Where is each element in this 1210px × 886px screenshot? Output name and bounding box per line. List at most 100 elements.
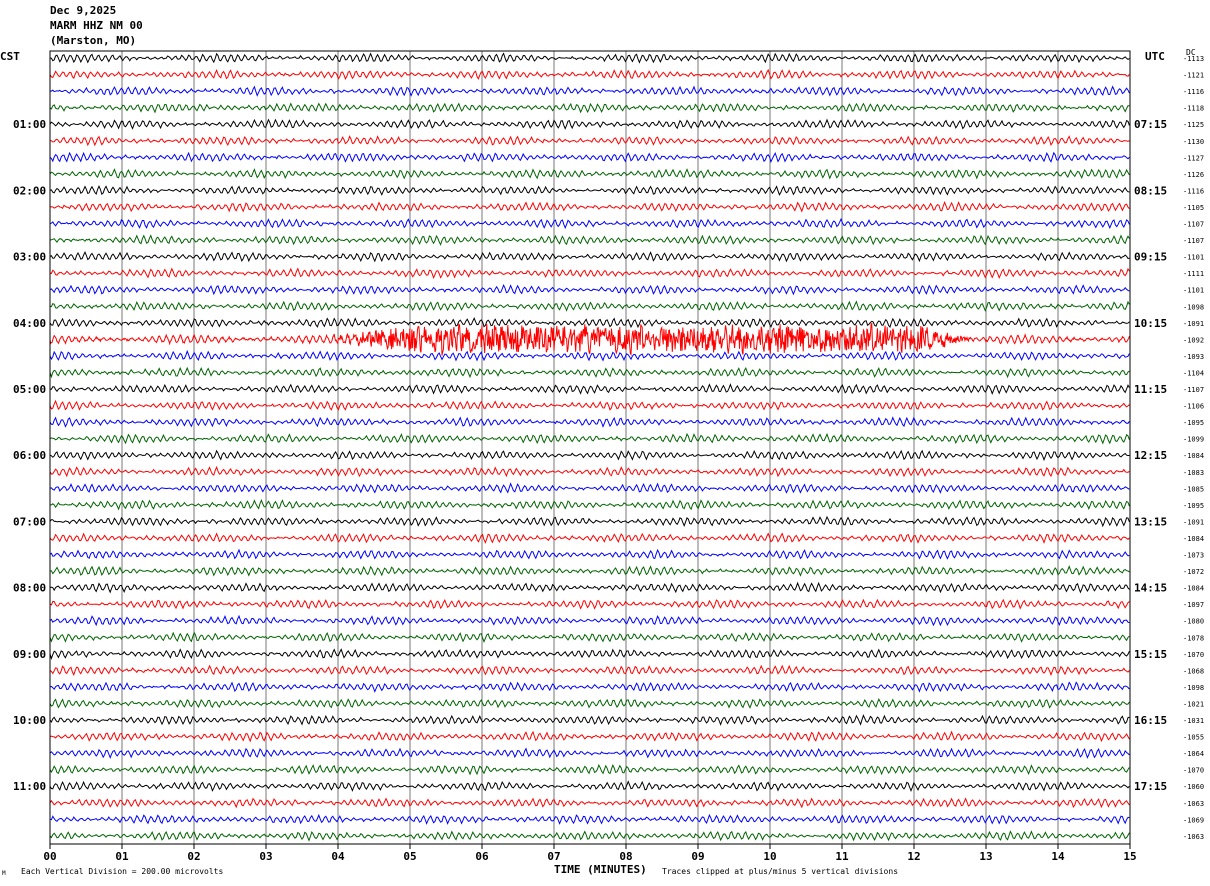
hour-label-left: 01:00 <box>13 118 46 131</box>
dc-offset-label: -1125 <box>1183 121 1204 129</box>
x-tick-label: 10 <box>763 850 776 863</box>
trace-line <box>49 532 1130 544</box>
trace-line <box>49 797 1130 809</box>
hour-label-left: 08:00 <box>13 582 46 595</box>
dc-offset-label: -1097 <box>1183 601 1204 609</box>
trace-line <box>49 399 1130 411</box>
dc-offset-label: -1080 <box>1183 618 1204 626</box>
dc-offset-label: -1106 <box>1183 403 1204 411</box>
trace-line <box>49 681 1130 693</box>
trace-line <box>49 349 1130 362</box>
trace-line <box>49 151 1130 163</box>
dc-offset-label: -1060 <box>1183 783 1204 791</box>
trace-line <box>49 780 1130 793</box>
trace-line <box>49 52 1130 64</box>
trace-line <box>49 631 1130 643</box>
dc-offset-label: -1118 <box>1183 105 1204 113</box>
dc-offset-label: -1116 <box>1183 187 1204 195</box>
hour-label-right: 13:15 <box>1134 515 1167 528</box>
dc-offset-label: -1111 <box>1183 270 1204 278</box>
x-axis-title: TIME (MINUTES) <box>554 863 647 876</box>
trace-line <box>49 283 1130 296</box>
dc-offset-label: -1091 <box>1183 518 1204 526</box>
hour-label-right: 10:15 <box>1134 317 1167 330</box>
station-code: MARM HHZ NM 00 <box>50 19 143 32</box>
x-tick-label: 14 <box>1051 850 1065 863</box>
x-tick-label: 04 <box>331 850 345 863</box>
dc-offset-label: -1099 <box>1183 436 1204 444</box>
dc-offset-label: -1098 <box>1183 684 1204 692</box>
trace-line <box>49 102 1130 114</box>
trace-line <box>49 416 1130 428</box>
x-tick-label: 08 <box>619 850 632 863</box>
dc-offset-label: -1095 <box>1183 419 1204 427</box>
trace-line <box>49 118 1130 130</box>
x-tick-label: 11 <box>835 850 849 863</box>
dc-offset-label: -1084 <box>1183 452 1204 460</box>
trace-line <box>49 648 1130 660</box>
dc-offset-label: -1085 <box>1183 485 1204 493</box>
dc-offset-label: -1091 <box>1183 320 1204 328</box>
dc-offset-label: -1095 <box>1183 502 1204 510</box>
trace-line <box>49 548 1130 560</box>
plot-date: Dec 9,2025 <box>50 4 117 17</box>
trace-line <box>49 714 1130 726</box>
plot-frame <box>49 50 1131 849</box>
seismic-traces <box>49 52 1130 842</box>
trace-line <box>49 747 1130 759</box>
dc-offset-label: -1107 <box>1183 221 1204 229</box>
dc-offset-label: -1093 <box>1183 353 1204 361</box>
hour-label-left: 09:00 <box>13 648 46 661</box>
trace-line <box>49 698 1130 709</box>
dc-offset-label: -1092 <box>1183 336 1204 344</box>
trace-line <box>49 664 1130 677</box>
trace-line <box>49 813 1130 825</box>
hour-label-right: 15:15 <box>1134 648 1167 661</box>
trace-line <box>49 322 1130 356</box>
left-timezone-label: CST <box>0 50 20 63</box>
dc-offset-label: -1064 <box>1183 750 1204 758</box>
trace-line <box>49 317 1130 329</box>
hour-label-right: 16:15 <box>1134 714 1167 727</box>
hour-label-right: 08:15 <box>1134 184 1167 197</box>
trace-line <box>49 267 1130 280</box>
x-tick-label: 12 <box>907 850 920 863</box>
dc-offset-label: -1073 <box>1183 552 1204 560</box>
hour-label-left: 07:00 <box>13 515 46 528</box>
dc-offset-label: -1116 <box>1183 88 1204 96</box>
x-tick-label: 00 <box>43 850 56 863</box>
x-tick-label: 09 <box>691 850 704 863</box>
hour-label-right: 07:15 <box>1134 118 1167 131</box>
dc-offset-label: -1063 <box>1183 800 1204 808</box>
x-tick-label: 15 <box>1123 850 1136 863</box>
dc-offset-label: -1083 <box>1183 469 1204 477</box>
dc-offset-label: -1070 <box>1183 767 1204 775</box>
corner-mark: M <box>2 870 6 877</box>
trace-line <box>49 482 1130 494</box>
trace-line <box>49 383 1130 395</box>
trace-line <box>49 515 1130 528</box>
dc-offset-label: -1068 <box>1183 667 1204 675</box>
dc-offset-label: -1031 <box>1183 717 1204 725</box>
trace-line <box>50 135 1130 147</box>
dc-offset-label: -1130 <box>1183 138 1204 146</box>
trace-line <box>49 581 1130 594</box>
x-tick-label: 03 <box>259 850 272 863</box>
trace-line <box>49 449 1130 462</box>
trace-line <box>49 614 1130 627</box>
trace-line <box>49 598 1130 610</box>
clip-note: Traces clipped at plus/minus 5 vertical … <box>662 867 899 876</box>
x-tick-label: 06 <box>475 850 489 863</box>
dc-offset-label: -1105 <box>1183 204 1204 212</box>
dc-offset-label: -1055 <box>1183 734 1204 742</box>
hour-label-left: 02:00 <box>13 184 46 197</box>
station-location: (Marston, MO) <box>50 34 137 47</box>
scale-note: Each Vertical Division = 200.00 microvol… <box>21 867 224 876</box>
hour-label-right: 17:15 <box>1134 780 1167 793</box>
dc-offset-label: -1078 <box>1183 634 1204 642</box>
dc-offset-label: -1101 <box>1183 254 1204 262</box>
hour-label-left: 06:00 <box>13 449 46 462</box>
hour-label-left: 11:00 <box>13 780 46 793</box>
trace-line <box>49 217 1130 230</box>
